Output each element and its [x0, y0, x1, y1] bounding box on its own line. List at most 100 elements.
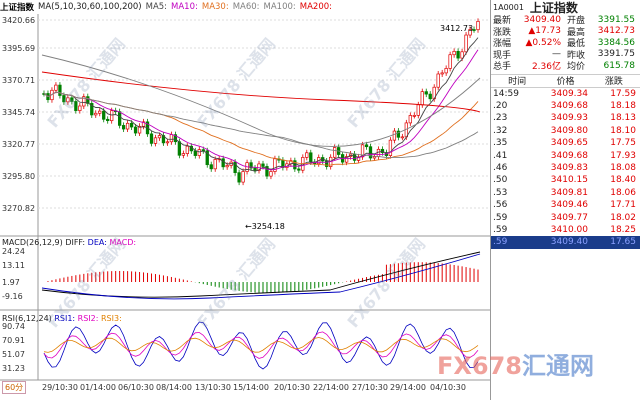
tick-change: 18.18	[610, 101, 636, 112]
rsi1-line	[43, 321, 479, 370]
tick-row[interactable]: .59 3409.77 18.02	[491, 211, 640, 223]
candle-body	[157, 135, 162, 139]
candle-body	[364, 144, 369, 148]
candle-body	[293, 160, 297, 170]
candle-body	[193, 150, 197, 156]
x-tick: 22/14:00	[313, 383, 349, 392]
candle-body	[309, 152, 313, 163]
tick-change: 18.40	[610, 175, 636, 186]
logo-text-a: FX678	[437, 352, 522, 380]
candle-body	[110, 110, 114, 122]
candle-body	[456, 50, 460, 59]
rsi2-line	[43, 331, 479, 359]
ma10-line	[43, 49, 479, 171]
tick-row[interactable]: 14:59 3409.34 17.59	[491, 88, 640, 100]
candle-body	[460, 51, 464, 59]
x-tick: 13/10:30	[195, 383, 231, 392]
candle-body	[372, 156, 377, 159]
quote-key: 总手	[493, 62, 512, 73]
quote-key: 昨收	[567, 50, 586, 61]
tick-row[interactable]: .23 3409.93 18.13	[491, 112, 640, 124]
candle-body	[197, 149, 201, 156]
macd-dea-line	[41, 253, 481, 300]
candle-body	[416, 104, 420, 116]
tick-row[interactable]: .46 3409.83 18.08	[491, 162, 640, 174]
quote-row: 涨跌 ▲17.73 最高 3412.73	[491, 26, 640, 38]
candle-body	[428, 93, 432, 100]
tick-time: .56	[493, 200, 508, 211]
candle-body	[153, 137, 158, 144]
candle-body	[448, 54, 452, 69]
tick-list[interactable]: 14:59 3409.34 17.59 .20 3409.68 18.18 .23 3409.…	[491, 88, 640, 249]
macd-label: MACD(26,12,9)	[2, 238, 63, 247]
x-tick: 20/10:30	[274, 383, 310, 392]
candle-body	[233, 161, 237, 173]
candle-body	[241, 171, 245, 183]
tick-row[interactable]: .56 3409.46 17.71	[491, 199, 640, 211]
ma-label: MA(5,10,30,60,100,200)	[38, 2, 142, 12]
tick-time: .41	[493, 150, 508, 161]
candle-body	[396, 130, 401, 138]
ma10-label: MA10:	[171, 2, 198, 12]
kline-chart[interactable]: 3412.73 ←3254.18	[0, 0, 490, 400]
tick-price: 3409.93	[550, 113, 588, 124]
quote-rows: 最新 3409.40 开盘 3391.55 涨跌 ▲17.73 最高 3412.73 涨幅 ▲0.…	[491, 14, 640, 73]
candle-body	[221, 158, 225, 168]
ma100-label: MA100:	[263, 2, 296, 12]
quote-key: 均价	[567, 62, 586, 73]
chart-area[interactable]: 3412.73 ←3254.18 上证指数 MA(5,10,30,60,100,2…	[0, 0, 491, 400]
candle-body	[213, 159, 217, 170]
candle-body	[205, 150, 209, 166]
tick-row[interactable]: .50 3410.15 18.40	[491, 174, 640, 186]
period-selector[interactable]: 60分	[2, 381, 27, 394]
y-tick: 3345.74	[2, 108, 36, 117]
tick-row[interactable]: .41 3409.68 17.93	[491, 149, 640, 161]
tick-price: 3409.34	[550, 88, 588, 99]
macd-macd-label: MACD:	[109, 238, 137, 247]
candle-body	[98, 110, 102, 114]
chart-header: 上证指数 MA(5,10,30,60,100,200) MA5: MA10: M…	[0, 0, 490, 14]
tick-row[interactable]: .32 3409.80 18.10	[491, 125, 640, 137]
high-annotation: 3412.73	[440, 24, 473, 33]
candle-body	[476, 21, 480, 31]
tick-price: 3409.68	[550, 150, 588, 161]
candle-body	[54, 84, 58, 91]
quote-value: 3384.56	[597, 37, 635, 48]
tick-header-price: 价格	[556, 77, 575, 87]
candle-body	[436, 73, 440, 88]
quote-value: ▲0.52%	[525, 37, 561, 48]
quote-value: 2.36亿	[531, 62, 561, 73]
tick-price: 3409.65	[550, 138, 588, 149]
tick-change: 17.93	[610, 150, 636, 161]
candle-body	[141, 121, 146, 127]
macd-dea-label: DEA:	[87, 238, 107, 247]
tick-time: .59	[493, 212, 508, 223]
candle-body	[137, 125, 142, 134]
quote-key: 最低	[567, 39, 586, 50]
tick-row[interactable]: .59 3409.40 17.65	[491, 236, 640, 249]
candle-body	[177, 141, 182, 156]
macd-tick: -9.16	[2, 292, 23, 301]
tick-row[interactable]: .59 3410.00 18.25	[491, 224, 640, 236]
y-tick: 3370.71	[2, 76, 36, 85]
tick-row[interactable]: .35 3409.65 17.75	[491, 137, 640, 149]
y-tick: 3320.77	[2, 140, 36, 149]
macd-diff-label: DIFF:	[65, 238, 86, 247]
tick-time: 14:59	[493, 88, 519, 99]
tick-row[interactable]: .53 3409.81 18.06	[491, 187, 640, 199]
candle-body	[444, 68, 448, 74]
rsi-tick: 51.07	[2, 350, 25, 359]
candle-body	[265, 166, 269, 177]
tick-price: 3409.81	[550, 187, 588, 198]
candle-body	[297, 168, 301, 171]
x-tick: 15/14:00	[233, 383, 269, 392]
macd-tick: 13.11	[2, 261, 25, 270]
candle-body	[133, 126, 138, 134]
tick-row[interactable]: .20 3409.68 18.18	[491, 100, 640, 112]
x-tick: 29/10:30	[42, 383, 78, 392]
quote-value: 615.78	[603, 60, 636, 71]
quote-row: 涨幅 ▲0.52% 最低 3384.56	[491, 37, 640, 50]
rsi1-label: RSI1:	[54, 314, 76, 323]
logo-text-b: 汇通网	[522, 352, 594, 380]
candle-body	[121, 125, 126, 130]
